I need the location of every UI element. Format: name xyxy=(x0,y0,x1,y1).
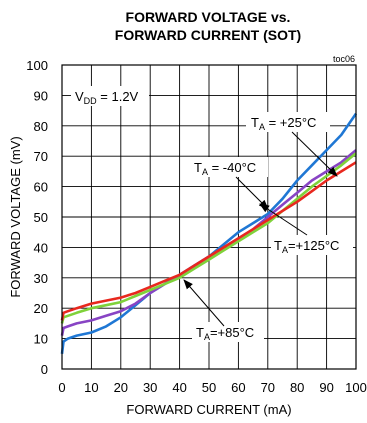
x-tick-label: 50 xyxy=(202,380,216,395)
x-tick-label: 40 xyxy=(172,380,186,395)
svg-text:TA=+85°C: TA=+85°C xyxy=(196,325,254,342)
x-tick-label: 10 xyxy=(84,380,98,395)
y-tick-label: 10 xyxy=(34,332,48,347)
y-tick-label: 50 xyxy=(34,210,48,225)
svg-text:TA = -40°C: TA = -40°C xyxy=(194,160,256,177)
svg-text:TA=+125°C: TA=+125°C xyxy=(274,238,339,255)
svg-text:TA = +25°C: TA = +25°C xyxy=(251,115,316,132)
x-tick-label: 0 xyxy=(58,380,65,395)
y-tick-label: 0 xyxy=(41,362,48,377)
plot-frame xyxy=(61,64,357,370)
series-line-2 xyxy=(60,152,357,324)
y-tick-label: 70 xyxy=(34,149,48,164)
series-layer xyxy=(60,112,358,354)
annotation-ta-125: TA=+125°C xyxy=(259,203,353,255)
x-tick-labels: 0 10 20 30 40 50 60 70 80 90 100 xyxy=(58,380,366,395)
y-tick-label: 40 xyxy=(34,240,48,255)
x-tick-label: 80 xyxy=(290,380,304,395)
y-tick-label: 80 xyxy=(34,119,48,134)
y-tick-label: 60 xyxy=(34,180,48,195)
y-tick-label: 90 xyxy=(34,88,48,103)
x-tick-label: 20 xyxy=(114,380,128,395)
series-line-3 xyxy=(60,161,357,321)
annotation-ta-minus40: TA = -40°C xyxy=(188,157,269,210)
x-tick-label: 90 xyxy=(319,380,333,395)
x-tick-label: 100 xyxy=(345,380,367,395)
y-tick-label: 30 xyxy=(34,271,48,286)
x-tick-label: 30 xyxy=(143,380,157,395)
annotation-ta-25: TA = +25°C xyxy=(246,112,338,177)
y-tick-labels: 0 10 20 30 40 50 60 70 80 90 100 xyxy=(26,58,48,377)
chart-title-line-1: FORWARD VOLTAGE vs. xyxy=(126,9,291,25)
x-axis-label: FORWARD CURRENT (mA) xyxy=(126,402,291,417)
y-axis-label: FORWARD VOLTAGE (mV) xyxy=(8,136,23,297)
condition-label: VDD = 1.2V xyxy=(75,89,139,106)
x-tick-label: 70 xyxy=(261,380,275,395)
x-tick-label: 60 xyxy=(231,380,245,395)
chart-title-line-2: FORWARD CURRENT (SOT) xyxy=(115,27,301,43)
annotation-ta-85: TA=+85°C xyxy=(183,279,264,342)
condition-label-bg xyxy=(71,86,149,106)
figure-id: toc06 xyxy=(333,54,355,64)
y-tick-label: 20 xyxy=(34,301,48,316)
y-tick-label: 100 xyxy=(26,58,48,73)
